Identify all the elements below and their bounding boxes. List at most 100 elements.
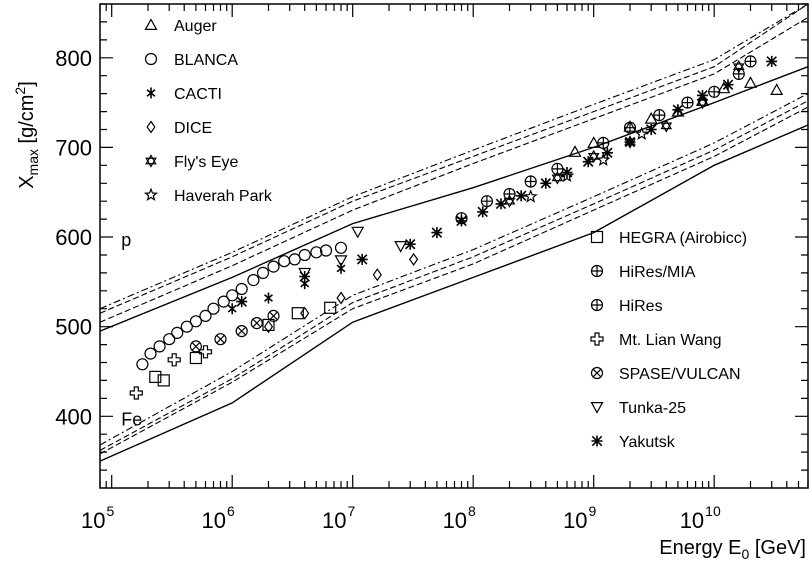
point-blanca	[199, 309, 212, 322]
point-hires	[653, 108, 666, 122]
legend-marker-fly-s-eye	[145, 154, 157, 168]
point-blanca	[136, 358, 149, 371]
point-fly-s-eye	[551, 171, 564, 185]
point-hires	[623, 121, 637, 134]
legend-label: DICE	[174, 120, 212, 137]
point-blanca	[153, 340, 166, 353]
legend-marker-spase-vulcan	[590, 366, 604, 380]
point-blanca	[267, 260, 280, 273]
point-dice	[300, 306, 310, 320]
point-hires-mia	[551, 162, 564, 175]
legend-label: HiRes	[619, 298, 663, 315]
band-label-p: p	[121, 230, 131, 250]
point-spase-vulcan	[250, 317, 263, 330]
point-blanca	[334, 241, 348, 254]
data-points	[129, 55, 784, 400]
point-auger	[717, 81, 731, 94]
legend-marker-yakutsk	[591, 435, 603, 447]
point-yakutsk	[495, 198, 507, 210]
point-yakutsk	[601, 147, 613, 159]
legend-label: HiRes/MIA	[619, 264, 696, 281]
legend-entry-spase-vulcan: SPASE/VULCAN	[590, 366, 741, 383]
axis-tick-labels: 105 106 107 108 109 1010 400 500 600 700 800	[55, 46, 721, 533]
point-spase-vulcan	[214, 333, 227, 346]
model-curve-p-dashed-2	[99, 16, 809, 323]
legend-marker-hires-mia	[590, 264, 604, 278]
point-blanca	[189, 315, 202, 328]
point-auger	[770, 83, 784, 95]
point-yakutsk	[540, 177, 552, 189]
point-blanca	[163, 333, 176, 346]
legend-entry-auger: Auger	[144, 18, 217, 35]
point-hires-mia	[524, 175, 537, 188]
point-yakutsk	[697, 89, 708, 101]
point-blanca	[247, 274, 260, 287]
point-hegra-airobicc	[324, 301, 337, 314]
point-hires	[732, 67, 745, 81]
point-dice	[409, 252, 419, 266]
point-yakutsk	[624, 136, 636, 148]
point-blanca	[278, 255, 291, 268]
model-curve-fe-dashdot	[99, 93, 809, 446]
point-yakutsk	[356, 253, 368, 265]
point-auger	[644, 111, 658, 124]
legend-label: BLANCA	[174, 52, 238, 69]
legend-entry-hegra-airobicc: HEGRA (Airobicc)	[590, 230, 747, 247]
point-blanca	[226, 289, 239, 302]
legend-entry-blanca: BLANCA	[144, 52, 238, 69]
point-tunka-25	[334, 255, 348, 268]
legend-marker-auger	[144, 18, 158, 30]
legend-marker-tunka-25	[590, 402, 604, 414]
model-curve-fe-solid	[99, 124, 809, 462]
x-tick-label: 107	[322, 503, 355, 533]
point-yakutsk	[722, 79, 734, 91]
point-hegra-airobicc	[157, 374, 170, 387]
legend-left: Auger BLANCA CACTI DICE Fly's Eye Haverah Par…	[143, 18, 273, 205]
point-yakutsk	[515, 190, 527, 202]
model-curves	[99, 3, 809, 462]
axis-ticks	[99, 3, 809, 488]
point-blanca	[288, 253, 301, 266]
point-haverah-park	[634, 126, 649, 141]
x-axis-title: Energy E0 [GeV]	[659, 537, 806, 562]
legend-marker-dice	[146, 120, 156, 134]
legend-label: Tunka-25	[619, 400, 686, 417]
point-yakutsk	[431, 227, 443, 239]
point-blanca	[310, 246, 323, 259]
point-hires	[597, 136, 610, 149]
point-yakutsk	[672, 104, 684, 116]
legend-entry-mt-lian-wang: Mt. Lian Wang	[590, 332, 722, 349]
point-yakutsk	[477, 206, 489, 218]
tick-marks	[99, 3, 809, 488]
point-auger	[671, 104, 685, 117]
point-yakutsk	[582, 156, 594, 168]
legend-label: CACTI	[174, 86, 222, 103]
point-blanca	[217, 295, 230, 308]
point-tunka-25	[351, 226, 365, 239]
point-blanca	[256, 266, 270, 279]
legend-label: Auger	[174, 18, 217, 35]
point-blanca	[207, 302, 220, 315]
point-yakutsk	[236, 296, 248, 308]
point-hires	[708, 85, 721, 98]
legend-entry-haverah-park: Haverah Park	[143, 187, 273, 205]
point-mt-lian-wang	[167, 353, 181, 367]
point-hires-mia	[480, 195, 493, 208]
point-auger	[568, 145, 582, 157]
legend-marker-mt-lian-wang	[590, 332, 604, 346]
point-hegra-airobicc	[189, 351, 202, 365]
legend-label: SPASE/VULCAN	[619, 366, 741, 383]
y-tick-label: 600	[55, 225, 92, 250]
point-blanca	[319, 244, 333, 257]
legend-entry-hires-mia: HiRes/MIA	[590, 264, 696, 281]
x-tick-label: 108	[443, 503, 476, 533]
point-auger	[587, 136, 601, 148]
point-yakutsk	[404, 238, 416, 250]
model-curve-p-dashdot	[99, 3, 809, 310]
legend-marker-hegra-airobicc	[590, 230, 604, 244]
x-tick-label: 105	[81, 503, 114, 533]
legend-label: Yakutsk	[619, 434, 676, 451]
point-haverah-park	[523, 189, 538, 203]
y-tick-label: 500	[55, 315, 92, 340]
